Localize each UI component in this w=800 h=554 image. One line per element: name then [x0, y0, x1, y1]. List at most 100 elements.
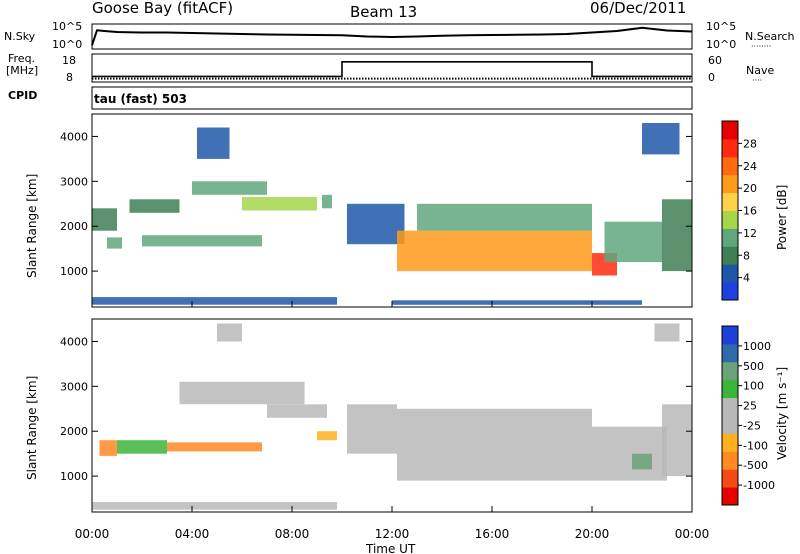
power-region-2 [107, 237, 122, 249]
time-tick-label: 00:00 [675, 527, 710, 541]
freq-step-line [92, 61, 692, 78]
velocity-region-10 [592, 426, 667, 481]
power-y-tick-label: 1000 [60, 265, 88, 278]
power-region-7 [322, 194, 332, 209]
power-y-tick-label: 4000 [60, 130, 88, 143]
time-tick-label: 16:00 [475, 527, 510, 541]
power-colorbar-tick-label: 12 [743, 227, 757, 240]
velocity-region-7 [217, 323, 242, 342]
power-colorbar-swatch [722, 156, 738, 176]
power-colorbar-tick-label: 16 [743, 205, 757, 218]
power-region-6 [242, 197, 317, 211]
power-colorbar-swatch [722, 210, 738, 229]
freq-left-tick-top: 18 [62, 54, 76, 67]
velocity-colorbar-tick-label: -25 [743, 419, 761, 432]
noise-series-line [91, 26, 693, 46]
velocity-y-label: Slant Range [km] [25, 376, 39, 480]
velocity-y-tick-label: 2000 [60, 425, 88, 438]
cpid-text: tau (fast) 503 [94, 92, 187, 106]
noise-y-top-right: 10^5 [706, 20, 736, 33]
velocity-y-ticks: 1000 2000 3000 4000 [60, 335, 692, 483]
velocity-colorbar-swatch [722, 415, 738, 434]
power-region-14 [662, 199, 692, 272]
nave-right-dotted: ···· [752, 76, 762, 85]
velocity-region-4 [179, 381, 305, 405]
freq-right-tick-top: 60 [708, 54, 722, 67]
noise-y-top-left: 10^5 [52, 20, 82, 33]
power-colorbar-swatch [722, 121, 738, 140]
power-region-5 [192, 181, 267, 195]
noise-left-label: N.Sky [4, 30, 36, 43]
velocity-colorbar-swatch [722, 433, 738, 452]
velocity-colorbar: -1000 -500 -100 -25 25 100 500 1000 [721, 325, 775, 506]
velocity-colorbar-swatch [722, 451, 738, 470]
power-colorbar-swatch [722, 246, 738, 265]
noise-panel-frame [91, 23, 693, 50]
velocity-colorbar-swatch [722, 379, 738, 399]
noise-y-bottom-right: 10^0 [706, 38, 736, 51]
velocity-colorbar-swatch [722, 397, 738, 416]
velocity-region-5 [267, 404, 327, 418]
velocity-colorbar-tick-label: -500 [743, 459, 768, 472]
freq-left-label-1: Freq. [8, 52, 35, 65]
velocity-y-tick-label: 3000 [60, 380, 88, 393]
beam-title: Beam 13 [350, 3, 417, 21]
freq-panel-frame [91, 53, 693, 83]
power-region-9 [347, 203, 405, 245]
velocity-y-tick-label: 4000 [60, 335, 88, 348]
time-axis-label: Time UT [365, 542, 416, 554]
velocity-region-2 [117, 440, 167, 454]
velocity-colorbar-tick-label: 100 [743, 380, 764, 393]
power-region-8 [197, 127, 230, 159]
velocity-colorbar-swatch [722, 343, 738, 363]
power-region-13 [604, 221, 662, 263]
noise-panel: N.Sky N.Search ········ 10^5 10^0 10^5 1… [4, 20, 795, 51]
velocity-regions [92, 323, 692, 510]
velocity-region-3 [167, 442, 262, 452]
cpid-label: CPID [8, 89, 37, 102]
velocity-colorbar-swatch [722, 469, 738, 488]
power-colorbar-tick-label: 28 [743, 137, 757, 150]
power-panel: 1000 2000 3000 4000 Slant Range [km] 4 8 12 16… [25, 113, 789, 308]
time-tick-label: 04:00 [175, 527, 210, 541]
velocity-region-6 [317, 431, 337, 441]
velocity-colorbar-swatch [722, 361, 738, 381]
power-region-10 [397, 230, 592, 272]
velocity-region-12 [662, 404, 692, 477]
power-colorbar-swatch [722, 174, 738, 194]
freq-left-label-2: [MHz] [6, 64, 38, 77]
power-regions [92, 123, 692, 305]
power-colorbar-swatch [722, 138, 738, 158]
freq-right-tick-bottom: 0 [708, 71, 715, 84]
velocity-region-1 [99, 440, 117, 456]
nave-right-label: Nave [746, 64, 774, 77]
power-colorbar-tick-label: 4 [743, 272, 750, 285]
time-tick-label: 00:00 [75, 527, 110, 541]
velocity-colorbar-tick-label: -100 [743, 439, 768, 452]
velocity-region-0 [92, 502, 337, 510]
power-region-1 [92, 208, 117, 231]
velocity-colorbar-swatch [722, 326, 738, 345]
date-title: 06/Dec/2011 [590, 0, 686, 17]
power-colorbar-tick-label: 20 [743, 182, 757, 195]
power-region-4 [142, 235, 262, 247]
cpid-panel-frame [91, 86, 693, 110]
time-tick-label: 12:00 [375, 527, 410, 541]
power-colorbar-swatch [722, 192, 738, 211]
velocity-y-tick-label: 1000 [60, 470, 88, 483]
velocity-colorbar-tick-label: -1000 [743, 479, 775, 492]
velocity-colorbar-tick-label: 500 [743, 360, 764, 373]
power-region-3 [129, 199, 180, 213]
velocity-region-11 [632, 453, 652, 470]
power-y-tick-label: 2000 [60, 220, 88, 233]
velocity-colorbar-frame [721, 325, 739, 506]
power-colorbar-label: Power [dB] [775, 185, 789, 250]
velocity-colorbar-tick-label: 25 [743, 400, 757, 413]
time-axis-ticks: 00:00 04:00 08:00 12:00 16:00 20:00 00:00 [75, 301, 710, 541]
power-y-tick-label: 3000 [60, 175, 88, 188]
velocity-panel: 1000 2000 3000 4000 Slant Range [km] -1000 -… [25, 318, 789, 513]
time-tick-label: 20:00 [575, 527, 610, 541]
station-title: Goose Bay (fitACF) [92, 0, 233, 17]
power-colorbar: 4 8 12 16 20 24 28 [721, 120, 757, 301]
